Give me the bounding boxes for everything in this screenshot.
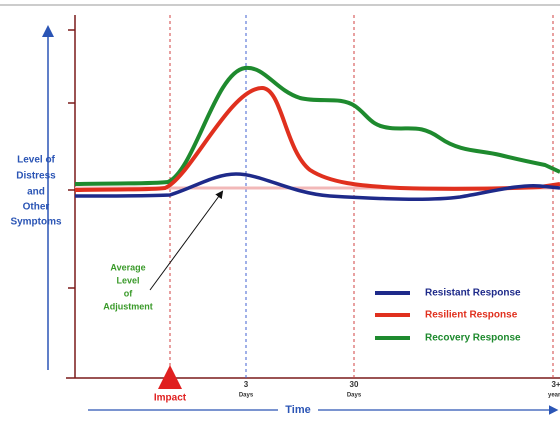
x-tick-unit: Days bbox=[239, 393, 254, 399]
impact-label: Impact bbox=[154, 393, 187, 404]
annotation: Average bbox=[110, 262, 145, 272]
y-label: and bbox=[27, 187, 45, 198]
x-tick-unit: Days bbox=[347, 393, 362, 399]
y-label: Symptoms bbox=[10, 217, 62, 228]
resilient-curve bbox=[74, 85, 560, 192]
y-label: Other bbox=[23, 202, 50, 213]
annotation: of bbox=[124, 288, 133, 298]
resistant-curve bbox=[74, 172, 560, 201]
x-tick-unit: years bbox=[548, 393, 560, 399]
time-label-bg bbox=[278, 402, 318, 418]
legend-entry: Recovery Response bbox=[425, 333, 521, 344]
legend-entry: Resistant Response bbox=[425, 288, 521, 299]
annotation-arrow bbox=[149, 190, 224, 291]
x-tick-label: 3+ bbox=[551, 380, 560, 389]
y-label: Distress bbox=[16, 171, 56, 182]
legend-entry: Resilient Response bbox=[425, 310, 518, 321]
y-label: Level of bbox=[17, 155, 55, 166]
time-label: Time bbox=[285, 404, 310, 416]
x-tick-label: 3 bbox=[244, 380, 249, 389]
annotation: Level bbox=[116, 275, 139, 285]
x-tick-label: 30 bbox=[350, 380, 359, 389]
axis-ticks bbox=[68, 29, 75, 289]
recovery-curve bbox=[74, 65, 560, 186]
annotation: Adjustment bbox=[103, 301, 153, 311]
